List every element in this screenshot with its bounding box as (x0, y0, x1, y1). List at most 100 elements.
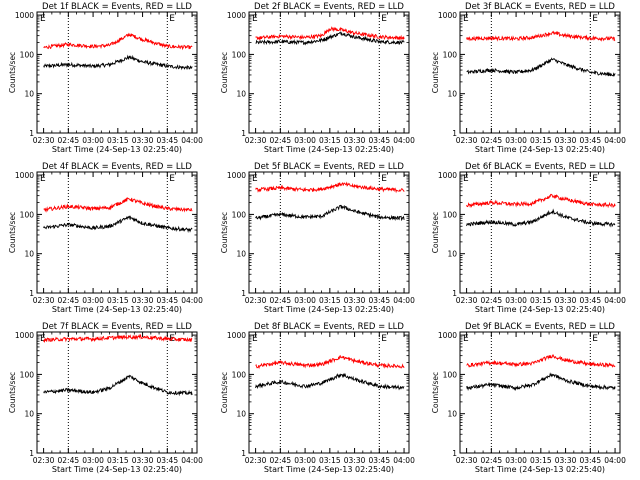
x-tick-label: 03:30 (555, 456, 577, 465)
panel-title: Det 8f BLACK = Events, RED = LLD (254, 322, 404, 332)
y-tick-label: 10 (24, 250, 34, 259)
y-axis-label: Counts/sec (431, 212, 440, 253)
y-tick-label: 1000 (438, 331, 457, 340)
series-events-line (466, 57, 616, 77)
x-tick-label: 03:45 (368, 456, 390, 465)
y-tick-label: 100 (20, 50, 35, 59)
y-tick-label: 1 (241, 129, 246, 138)
x-tick-label: 02:45 (481, 296, 503, 305)
x-tick-label: 03:15 (319, 296, 341, 305)
plot-frame (36, 11, 198, 134)
x-tick-label: 03:45 (156, 456, 178, 465)
plot-frame (36, 171, 198, 294)
corner-marker-left: E (40, 174, 46, 184)
x-tick-label: 02:30 (456, 296, 478, 305)
x-tick-label: 04:00 (604, 136, 626, 145)
y-tick-label: 10 (447, 410, 457, 419)
panel-det-8: Det 8f BLACK = Events, RED = LLD 1 10 100 10… (220, 322, 415, 474)
x-tick-label: 02:45 (58, 296, 80, 305)
panel-det-6: Det 6f BLACK = Events, RED = LLD 1 10 100 10… (431, 162, 626, 314)
x-tick-label: 04:00 (393, 456, 415, 465)
y-tick-label: 100 (20, 370, 35, 379)
y-tick-label: 1000 (15, 171, 34, 180)
x-axis-label: Start Time (24-Sep-13 02:25:40) (475, 145, 605, 154)
corner-marker-right: E (592, 334, 598, 344)
series-lld-line (466, 354, 616, 368)
x-tick-label: 03:45 (368, 136, 390, 145)
x-tick-label: 04:00 (181, 296, 203, 305)
x-tick-label: 03:15 (319, 136, 341, 145)
x-tick-label: 03:00 (82, 296, 104, 305)
series-events-line (255, 31, 405, 46)
x-tick-label: 04:00 (181, 136, 203, 145)
y-tick-label: 10 (24, 90, 34, 99)
x-tick-label: 02:45 (270, 456, 292, 465)
x-tick-label: 02:45 (481, 456, 503, 465)
x-axis-label: Start Time (24-Sep-13 02:25:40) (475, 305, 605, 314)
y-tick-label: 100 (443, 210, 458, 219)
y-tick-label: 10 (236, 250, 246, 259)
x-tick-label: 02:30 (245, 456, 267, 465)
y-axis-label: Counts/sec (220, 212, 229, 253)
plot-frame (248, 331, 410, 454)
series-lld-line (255, 181, 405, 194)
plot-frame (36, 331, 198, 454)
panel-title: Det 1f BLACK = Events, RED = LLD (42, 2, 192, 12)
x-tick-label: 03:00 (505, 296, 527, 305)
x-tick-label: 03:15 (107, 456, 129, 465)
y-tick-label: 1 (452, 449, 457, 458)
y-tick-label: 10 (236, 90, 246, 99)
x-tick-label: 03:15 (107, 296, 129, 305)
corner-marker-right: E (592, 14, 598, 24)
y-tick-label: 1 (241, 449, 246, 458)
corner-marker-left: E (252, 14, 258, 24)
y-axis-label: Counts/sec (8, 212, 17, 253)
corner-marker-right: E (169, 174, 175, 184)
plot-frame (459, 11, 621, 134)
x-tick-label: 04:00 (393, 296, 415, 305)
panel-det-7: Det 7f BLACK = Events, RED = LLD 1 10 100 10… (8, 322, 203, 474)
x-tick-label: 03:15 (530, 456, 552, 465)
x-tick-label: 02:30 (33, 296, 55, 305)
y-axis-label: Counts/sec (8, 52, 17, 93)
panel-det-5: Det 5f BLACK = Events, RED = LLD 1 10 100 10… (220, 162, 415, 314)
corner-marker-right: E (592, 174, 598, 184)
y-tick-label: 1 (452, 129, 457, 138)
x-tick-label: 03:30 (555, 296, 577, 305)
x-tick-label: 03:30 (132, 456, 154, 465)
series-lld-line (43, 333, 193, 344)
series-events-line (255, 372, 405, 391)
y-tick-label: 1 (452, 289, 457, 298)
x-tick-label: 02:30 (245, 136, 267, 145)
y-tick-label: 100 (443, 370, 458, 379)
y-tick-label: 1 (29, 289, 34, 298)
panel-title: Det 5f BLACK = Events, RED = LLD (254, 162, 404, 172)
x-tick-label: 03:15 (530, 296, 552, 305)
series-lld-line (43, 197, 193, 213)
series-lld-line (255, 26, 405, 41)
y-axis-label: Counts/sec (220, 52, 229, 93)
panel-title: Det 7f BLACK = Events, RED = LLD (42, 322, 192, 332)
y-tick-label: 1000 (227, 11, 246, 20)
x-tick-label: 03:00 (82, 136, 104, 145)
x-tick-label: 03:45 (579, 136, 601, 145)
series-lld-line (43, 32, 193, 51)
x-tick-label: 04:00 (604, 296, 626, 305)
x-tick-label: 03:45 (579, 456, 601, 465)
x-tick-label: 03:15 (319, 456, 341, 465)
series-lld-line (466, 193, 616, 209)
x-tick-label: 03:30 (132, 296, 154, 305)
series-lld-line (255, 354, 405, 370)
y-tick-label: 1000 (438, 11, 457, 20)
panel-det-3: Det 3f BLACK = Events, RED = LLD 1 10 100 10… (431, 2, 626, 154)
y-tick-label: 1000 (438, 171, 457, 180)
series-events-line (43, 374, 193, 397)
x-axis-label: Start Time (24-Sep-13 02:25:40) (264, 145, 394, 154)
x-axis-label: Start Time (24-Sep-13 02:25:40) (52, 305, 182, 314)
y-tick-label: 10 (236, 410, 246, 419)
corner-marker-left: E (40, 14, 46, 24)
y-tick-label: 100 (232, 50, 247, 59)
x-axis-label: Start Time (24-Sep-13 02:25:40) (264, 305, 394, 314)
x-axis-label: Start Time (24-Sep-13 02:25:40) (475, 465, 605, 474)
y-tick-label: 1 (29, 129, 34, 138)
